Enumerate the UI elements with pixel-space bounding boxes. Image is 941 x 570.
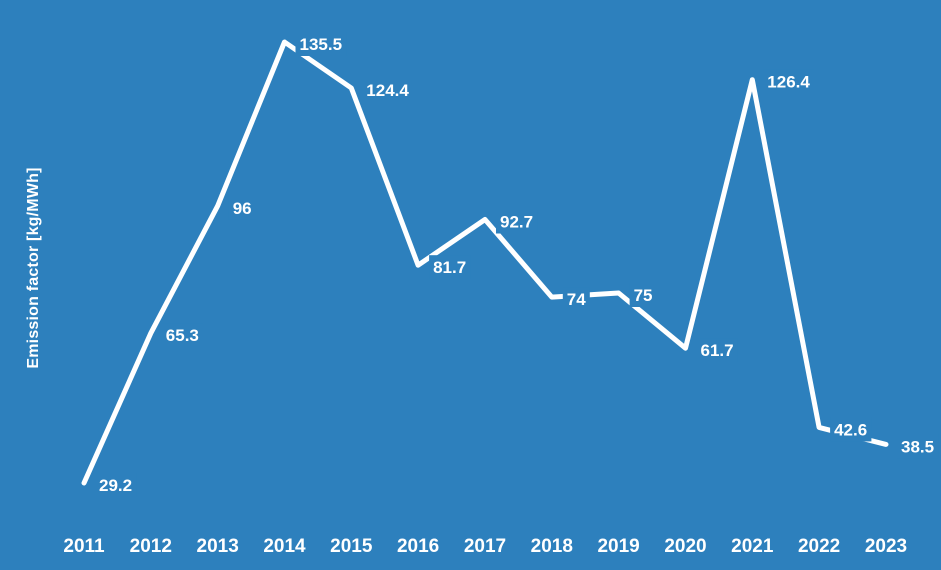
data-label-mask (95, 473, 137, 497)
y-axis-title: Emission factor [kg/MWh] (25, 167, 42, 368)
data-label-mask (830, 417, 872, 442)
x-axis-tick-label: 2015 (330, 536, 373, 557)
data-label-value: 65.3 (166, 326, 199, 345)
data-label-mask (161, 323, 204, 348)
data-label-mask (496, 209, 538, 234)
data-label-mask (562, 287, 590, 312)
data-label-mask (295, 32, 347, 56)
x-axis-tick-label: 2014 (263, 536, 306, 557)
x-axis-tick-label: 2021 (731, 536, 774, 557)
data-label-value: 135.5 (300, 35, 343, 54)
x-axis-tick-label: 2017 (464, 536, 506, 557)
data-label-mask (897, 434, 939, 459)
data-label-mask (763, 69, 815, 94)
data-label: 65.3 (161, 323, 204, 348)
data-label: 29.2 (95, 473, 137, 497)
data-label: 92.7 (496, 209, 538, 234)
line-layer (81, 39, 889, 486)
data-label-mask (362, 78, 414, 102)
data-label: 75 (629, 283, 657, 307)
data-label-value: 29.2 (99, 476, 132, 495)
data-label-value: 42.6 (834, 420, 867, 439)
x-axis-tick-label: 2018 (531, 536, 573, 557)
x-axis-tick-label: 2012 (130, 536, 172, 557)
data-label: 124.4 (362, 78, 414, 102)
data-label-value: 38.5 (901, 437, 934, 456)
x-axis-tick-label: 2016 (397, 536, 439, 557)
emission-line-series (81, 39, 889, 486)
data-label: 81.7 (429, 255, 471, 280)
data-label: 126.4 (763, 69, 815, 94)
x-axis-tick-label: 2019 (597, 536, 639, 557)
data-label-value: 124.4 (366, 81, 409, 100)
data-label-value: 81.7 (433, 258, 466, 277)
data-label-mask (629, 283, 657, 307)
data-label-mask (696, 338, 738, 363)
data-label: 38.5 (897, 434, 939, 459)
data-label: 61.7 (696, 338, 738, 363)
x-axis-tick-label: 2022 (798, 536, 840, 557)
data-label: 74 (562, 287, 590, 312)
data-label-value: 61.7 (701, 341, 734, 360)
x-axis-tick-label: 2020 (664, 536, 706, 557)
data-label-value: 96 (233, 199, 252, 218)
x-axis-tick-label: 2013 (197, 536, 239, 557)
data-label: 42.6 (830, 417, 872, 442)
data-label-value: 74 (567, 290, 586, 309)
data-label-mask (429, 255, 471, 280)
data-label-layer: 29.2 65.3 96 135.5 124.4 81.7 92.7 74 75 61.7 126.… (95, 32, 939, 497)
x-axis-tick-label: 2011 (63, 536, 105, 557)
data-label-value: 75 (634, 286, 653, 305)
data-label-value: 92.7 (500, 213, 533, 232)
x-axis-layer: 2011 2012 2013 2014 2015 2016 2017 2018 2019 2020… (63, 536, 907, 557)
data-label-value: 126.4 (767, 73, 810, 92)
x-axis-tick-label: 2023 (865, 536, 907, 557)
data-label: 96 (228, 195, 256, 220)
data-label-mask (228, 195, 256, 220)
data-label: 135.5 (295, 32, 347, 56)
